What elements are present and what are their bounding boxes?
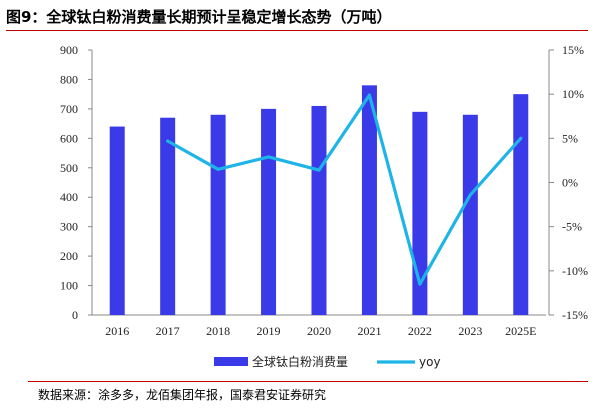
x-tick-label: 2019 [257,324,281,338]
legend-swatch-bar [214,357,248,366]
yoy-point-2023 [468,193,472,197]
y-left-tick-label: 900 [60,43,78,57]
yoy-point-2017 [166,139,170,143]
x-tick-label: 2022 [408,324,432,338]
y-left-tick-label: 700 [60,102,78,116]
x-tick-label: 2021 [357,324,381,338]
y-right-tick-label: -15% [562,308,588,322]
bar-2017 [160,117,176,315]
y-left-tick-label: 300 [60,220,78,234]
yoy-point-2020 [317,168,321,172]
bar-2021 [361,85,377,315]
yoy-line-series [166,93,523,286]
y-left-tick-label: 600 [60,131,78,145]
bar-2018 [210,114,226,316]
bar-2019 [261,108,277,315]
source-note: 数据来源：涂多多，龙佰集团年报，国泰君安证券研究 [38,388,327,402]
y-left-tick-label: 200 [60,249,78,263]
legend-label-line: yoy [419,355,441,369]
yoy-point-2018 [216,167,220,171]
y-left-tick-label: 400 [60,190,78,204]
x-tick-label: 2018 [206,324,230,338]
y-right-tick-label: 5% [562,131,578,145]
x-tick-label: 2017 [156,324,180,338]
y-left-tick-label: 0 [72,308,78,322]
bar-series [109,85,529,316]
x-tick-label: 2023 [458,324,482,338]
figure-title: 图9：全球钛白粉消费量长期预计呈稳定增长态势（万吨） [6,8,392,26]
y-right-tick-label: -5% [562,220,582,234]
chart-axes: 0 100 200 300 400 500 600 700 800 900 -15% -10% -5% 0… [60,43,588,338]
bar-2025E [513,94,529,316]
y-right-tick-label: 15% [562,43,584,57]
yoy-point-2021 [367,93,371,97]
x-tick-label: 2020 [307,324,331,338]
bar-2020 [311,105,327,315]
y-right-tick-label: 0% [562,176,578,190]
yoy-point-2019 [267,155,271,159]
y-right-tick-label: -10% [562,264,588,278]
yoy-point-2025E [519,136,523,140]
bar-2023 [462,114,478,316]
title-divider [6,30,588,31]
y-left-tick-label: 500 [60,161,78,175]
source-divider [28,381,588,382]
legend-label-bar: 全球钛白粉消费量 [252,354,348,369]
x-tick-label: 2016 [105,324,129,338]
chart-legend: 全球钛白粉消费量 yoy [214,354,441,369]
y-left-tick-label: 100 [60,279,78,293]
x-tick-label: 2025E [505,324,536,338]
yoy-point-2022 [418,282,422,286]
bar-2016 [109,126,125,315]
y-right-tick-label: 10% [562,87,584,101]
yoy-line [166,93,523,286]
y-left-tick-label: 800 [60,72,78,86]
combo-chart: 0 100 200 300 400 500 600 700 800 900 -15% -10% -5% 0… [60,43,588,369]
